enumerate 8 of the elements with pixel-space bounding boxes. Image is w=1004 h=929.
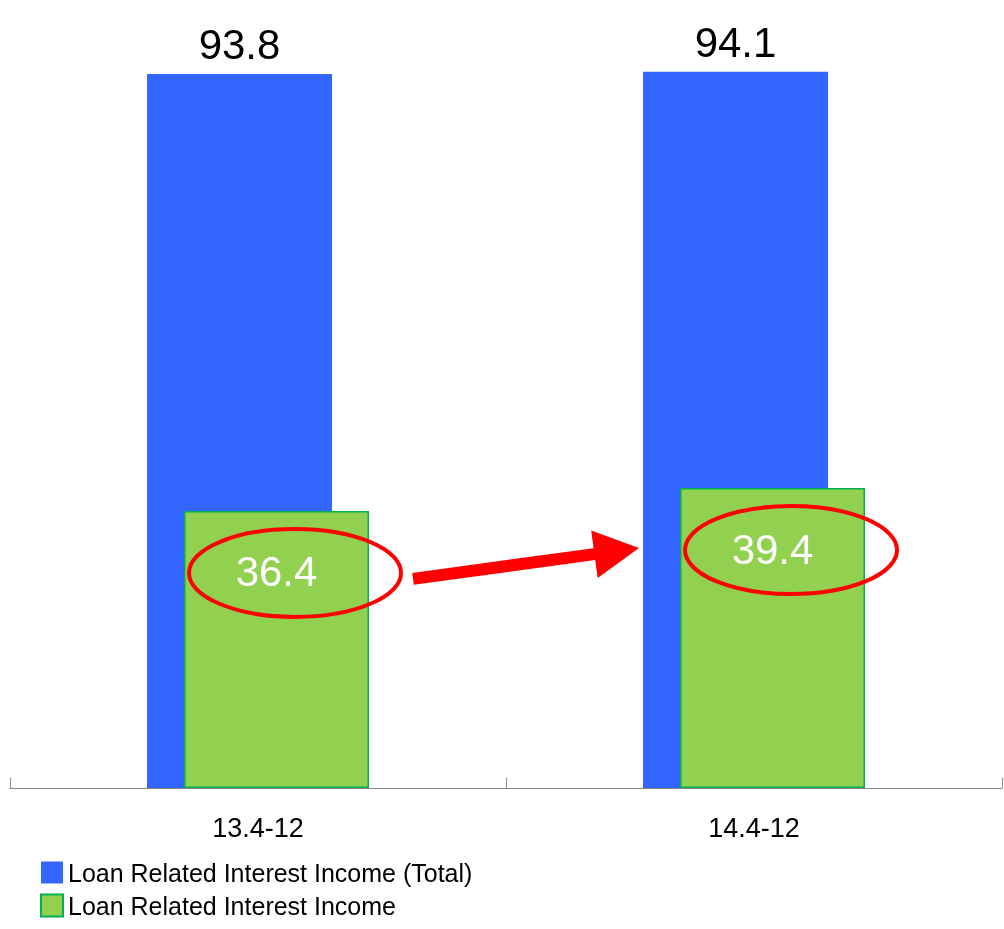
- legend-label: Loan Related Interest Income (Total): [68, 858, 473, 887]
- data-label: 39.4: [731, 525, 814, 573]
- data-label: 36.4: [235, 548, 318, 596]
- x-tick-label: 14.4-12: [708, 812, 800, 843]
- x-tick-label: 13.4-12: [212, 812, 304, 843]
- data-label: 94.1: [694, 19, 777, 67]
- legend-label: Loan Related Interest Income: [68, 891, 396, 920]
- data-label: 93.8: [198, 21, 281, 69]
